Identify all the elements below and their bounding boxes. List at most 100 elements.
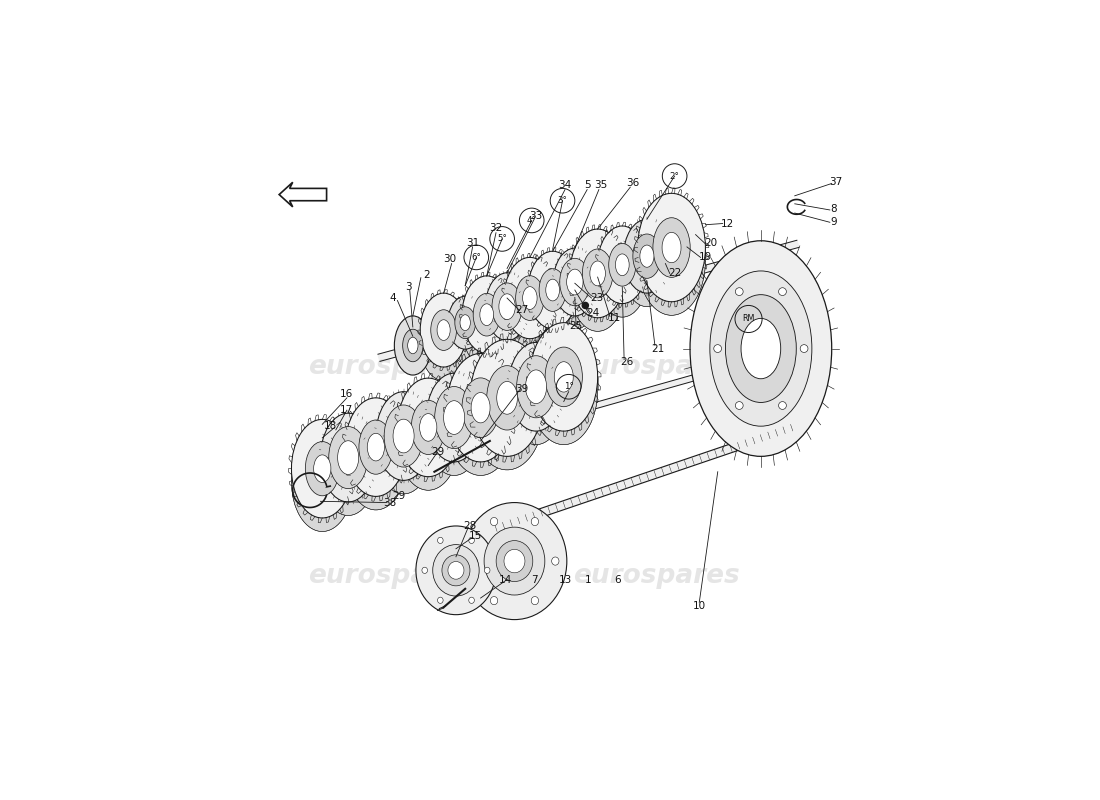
Ellipse shape [470,353,544,470]
Polygon shape [488,422,800,534]
Text: 2: 2 [424,270,430,280]
Ellipse shape [292,433,353,531]
Ellipse shape [432,545,480,596]
Ellipse shape [469,597,474,603]
Text: 32: 32 [490,223,503,234]
Text: 28: 28 [463,521,476,531]
Ellipse shape [624,233,670,306]
Ellipse shape [397,392,459,490]
Ellipse shape [662,232,681,262]
Circle shape [582,302,588,309]
Ellipse shape [345,411,407,510]
Ellipse shape [462,502,566,620]
Text: eurospares: eurospares [308,563,474,590]
Text: 10: 10 [693,601,706,611]
Ellipse shape [403,330,424,362]
Ellipse shape [546,347,582,406]
Ellipse shape [638,207,705,315]
Ellipse shape [470,339,544,456]
Ellipse shape [484,567,490,574]
Ellipse shape [397,378,459,477]
Text: 13: 13 [559,574,572,585]
Text: 5°: 5° [497,234,507,243]
Text: 37: 37 [829,178,843,187]
Ellipse shape [394,316,431,375]
Ellipse shape [526,370,547,404]
Text: 6°: 6° [471,253,481,262]
Ellipse shape [448,296,483,349]
Ellipse shape [570,229,625,318]
Ellipse shape [528,265,578,342]
Ellipse shape [638,194,705,302]
Ellipse shape [447,367,515,475]
Ellipse shape [539,269,566,311]
Ellipse shape [329,426,367,489]
Text: 39: 39 [515,383,528,394]
Text: 22: 22 [668,268,681,278]
Text: 20: 20 [704,238,717,248]
Ellipse shape [640,245,653,267]
Ellipse shape [427,386,482,475]
Ellipse shape [345,398,407,496]
Ellipse shape [531,518,539,526]
Ellipse shape [484,527,544,595]
Ellipse shape [367,434,385,461]
Ellipse shape [597,239,647,317]
Ellipse shape [491,597,497,605]
Ellipse shape [492,283,522,330]
Text: 14: 14 [498,574,512,585]
Ellipse shape [448,562,464,579]
Ellipse shape [480,304,494,326]
Ellipse shape [517,356,556,418]
Ellipse shape [608,243,636,286]
Text: 16: 16 [340,389,353,398]
Ellipse shape [448,310,483,362]
Ellipse shape [320,426,376,515]
Text: 26: 26 [620,357,634,367]
Ellipse shape [393,419,414,453]
Polygon shape [317,374,700,487]
Ellipse shape [499,294,515,319]
Ellipse shape [420,293,468,367]
Ellipse shape [416,526,496,614]
Ellipse shape [590,261,605,286]
Text: 17: 17 [340,405,353,415]
Text: 36: 36 [626,178,639,189]
Ellipse shape [597,226,647,303]
Ellipse shape [384,405,424,467]
Text: 29: 29 [392,491,405,502]
Ellipse shape [528,251,578,329]
Ellipse shape [554,362,573,392]
Text: 31: 31 [466,238,480,248]
Ellipse shape [570,242,625,331]
Ellipse shape [741,318,781,378]
Circle shape [736,402,744,410]
Text: 8: 8 [830,204,837,214]
Text: 3: 3 [405,282,411,292]
Text: 7: 7 [531,574,538,585]
Ellipse shape [560,258,590,306]
Text: 1: 1 [585,574,592,585]
Ellipse shape [419,414,437,442]
Ellipse shape [462,378,499,438]
Text: 25: 25 [570,322,583,331]
Text: 18: 18 [324,421,338,430]
Text: 29: 29 [431,447,444,457]
Text: 9: 9 [830,217,837,226]
Circle shape [736,288,744,295]
Text: 34: 34 [559,180,572,190]
Text: 4: 4 [389,293,396,303]
Ellipse shape [551,557,559,565]
Ellipse shape [485,273,529,341]
Text: 35: 35 [594,180,607,190]
Ellipse shape [438,538,443,543]
Ellipse shape [411,400,446,454]
Circle shape [779,288,786,295]
Text: 38: 38 [384,498,397,507]
Text: 24: 24 [586,308,600,318]
Ellipse shape [359,420,393,474]
Text: 23: 23 [590,293,603,303]
Ellipse shape [632,234,661,278]
Ellipse shape [462,290,512,367]
Ellipse shape [508,356,563,445]
